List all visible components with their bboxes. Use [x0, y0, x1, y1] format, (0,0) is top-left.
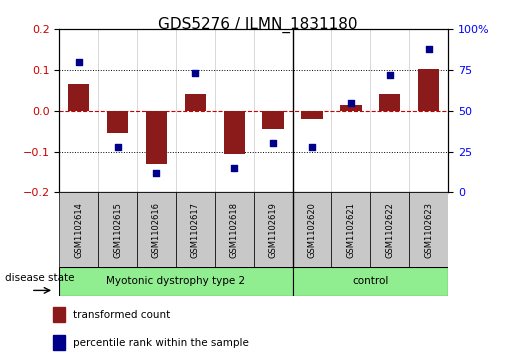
Bar	[176, 192, 215, 267]
Bar	[184, 94, 206, 111]
Text: GSM1102619: GSM1102619	[269, 202, 278, 257]
Point	[152, 170, 161, 176]
Text: GSM1102616: GSM1102616	[152, 201, 161, 258]
Point	[269, 140, 277, 146]
Text: Myotonic dystrophy type 2: Myotonic dystrophy type 2	[106, 276, 246, 286]
Bar	[146, 111, 167, 164]
Point	[230, 165, 238, 171]
Bar	[53, 335, 65, 350]
Bar	[418, 69, 439, 111]
Point	[75, 59, 83, 65]
Bar	[301, 111, 323, 119]
Point	[386, 72, 394, 78]
Text: GSM1102620: GSM1102620	[307, 202, 316, 257]
Bar	[253, 192, 293, 267]
Text: GSM1102617: GSM1102617	[191, 201, 200, 258]
Bar	[59, 267, 293, 296]
Bar	[59, 192, 98, 267]
Bar	[340, 105, 362, 111]
Bar	[379, 94, 401, 111]
Text: percentile rank within the sample: percentile rank within the sample	[74, 338, 249, 348]
Text: transformed count: transformed count	[74, 310, 171, 320]
Point	[191, 70, 199, 76]
Bar	[137, 192, 176, 267]
Bar	[215, 192, 253, 267]
Bar	[293, 267, 448, 296]
Point	[113, 144, 122, 150]
Bar	[98, 192, 137, 267]
Bar	[68, 84, 90, 111]
Text: disease state: disease state	[5, 273, 75, 283]
Text: GSM1102614: GSM1102614	[74, 202, 83, 257]
Bar	[53, 307, 65, 322]
Text: GDS5276 / ILMN_1831180: GDS5276 / ILMN_1831180	[158, 16, 357, 33]
Point	[347, 99, 355, 105]
Bar	[107, 111, 128, 133]
Text: GSM1102621: GSM1102621	[347, 202, 355, 257]
Text: GSM1102615: GSM1102615	[113, 202, 122, 257]
Bar	[293, 192, 332, 267]
Bar	[262, 111, 284, 129]
Point	[308, 144, 316, 150]
Text: GSM1102618: GSM1102618	[230, 201, 238, 258]
Text: GSM1102622: GSM1102622	[385, 202, 394, 257]
Bar	[332, 192, 370, 267]
Point	[424, 46, 433, 52]
Text: control: control	[352, 276, 388, 286]
Bar	[370, 192, 409, 267]
Bar	[409, 192, 448, 267]
Text: GSM1102623: GSM1102623	[424, 201, 433, 258]
Bar	[224, 111, 245, 154]
